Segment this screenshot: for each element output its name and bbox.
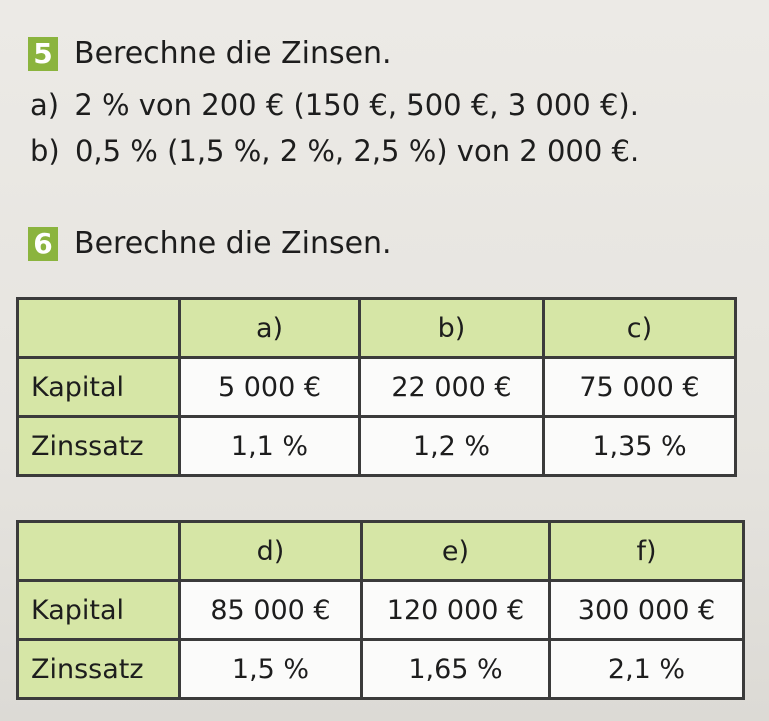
- column-header: d): [178, 520, 363, 582]
- task-5-heading: 5 Berechne die Zinsen.: [28, 36, 392, 71]
- row-label: Zinssatz: [16, 638, 181, 700]
- task-title: Berechne die Zinsen.: [74, 36, 392, 71]
- subtask-a: a) 2 % von 200 € (150 €, 500 €, 3 000 €)…: [30, 88, 639, 122]
- table-cell: 22 000 €: [358, 356, 545, 418]
- table-cell: 1,5 %: [178, 638, 363, 700]
- table-cell: 1,65 %: [360, 638, 551, 700]
- column-header: b): [358, 297, 545, 359]
- subtask-label: b): [30, 134, 60, 168]
- subtask-label: a): [30, 88, 60, 122]
- task-number-badge: 5: [28, 36, 58, 71]
- table-header-row: d) e) f): [16, 520, 745, 582]
- interest-table-1: a) b) c) Kapital 5 000 € 22 000 € 75 000…: [16, 297, 737, 477]
- column-header: c): [542, 297, 737, 359]
- table-cell: 1,1 %: [178, 415, 361, 477]
- row-label: Kapital: [16, 579, 181, 641]
- subtask-text: 0,5 % (1,5 %, 2 %, 2,5 %) von 2 000 €.: [74, 134, 640, 168]
- table-corner-cell: [16, 520, 181, 582]
- subtask-text: 2 % von 200 € (150 €, 500 €, 3 000 €).: [74, 88, 639, 122]
- row-label: Zinssatz: [16, 415, 181, 477]
- table-cell: 2,1 %: [548, 638, 745, 700]
- interest-table-2: d) e) f) Kapital 85 000 € 120 000 € 300 …: [16, 520, 745, 700]
- table-cell: 1,2 %: [358, 415, 545, 477]
- table-cell: 85 000 €: [178, 579, 363, 641]
- task-6-heading: 6 Berechne die Zinsen.: [28, 226, 392, 261]
- table-cell: 1,35 %: [542, 415, 737, 477]
- table-cell: 5 000 €: [178, 356, 361, 418]
- table-header-row: a) b) c): [16, 297, 737, 359]
- task-title: Berechne die Zinsen.: [74, 226, 392, 261]
- column-header: e): [360, 520, 551, 582]
- table-cell: 300 000 €: [548, 579, 745, 641]
- table-cell: 120 000 €: [360, 579, 551, 641]
- table-row: Kapital 5 000 € 22 000 € 75 000 €: [16, 356, 737, 418]
- table-corner-cell: [16, 297, 181, 359]
- table-row: Zinssatz 1,1 % 1,2 % 1,35 %: [16, 415, 737, 477]
- row-label: Kapital: [16, 356, 181, 418]
- table-row: Kapital 85 000 € 120 000 € 300 000 €: [16, 579, 745, 641]
- subtask-b: b) 0,5 % (1,5 %, 2 %, 2,5 %) von 2 000 €…: [30, 134, 639, 168]
- column-header: f): [548, 520, 745, 582]
- table-row: Zinssatz 1,5 % 1,65 % 2,1 %: [16, 638, 745, 700]
- table-cell: 75 000 €: [542, 356, 737, 418]
- column-header: a): [178, 297, 361, 359]
- task-number-badge: 6: [28, 226, 58, 261]
